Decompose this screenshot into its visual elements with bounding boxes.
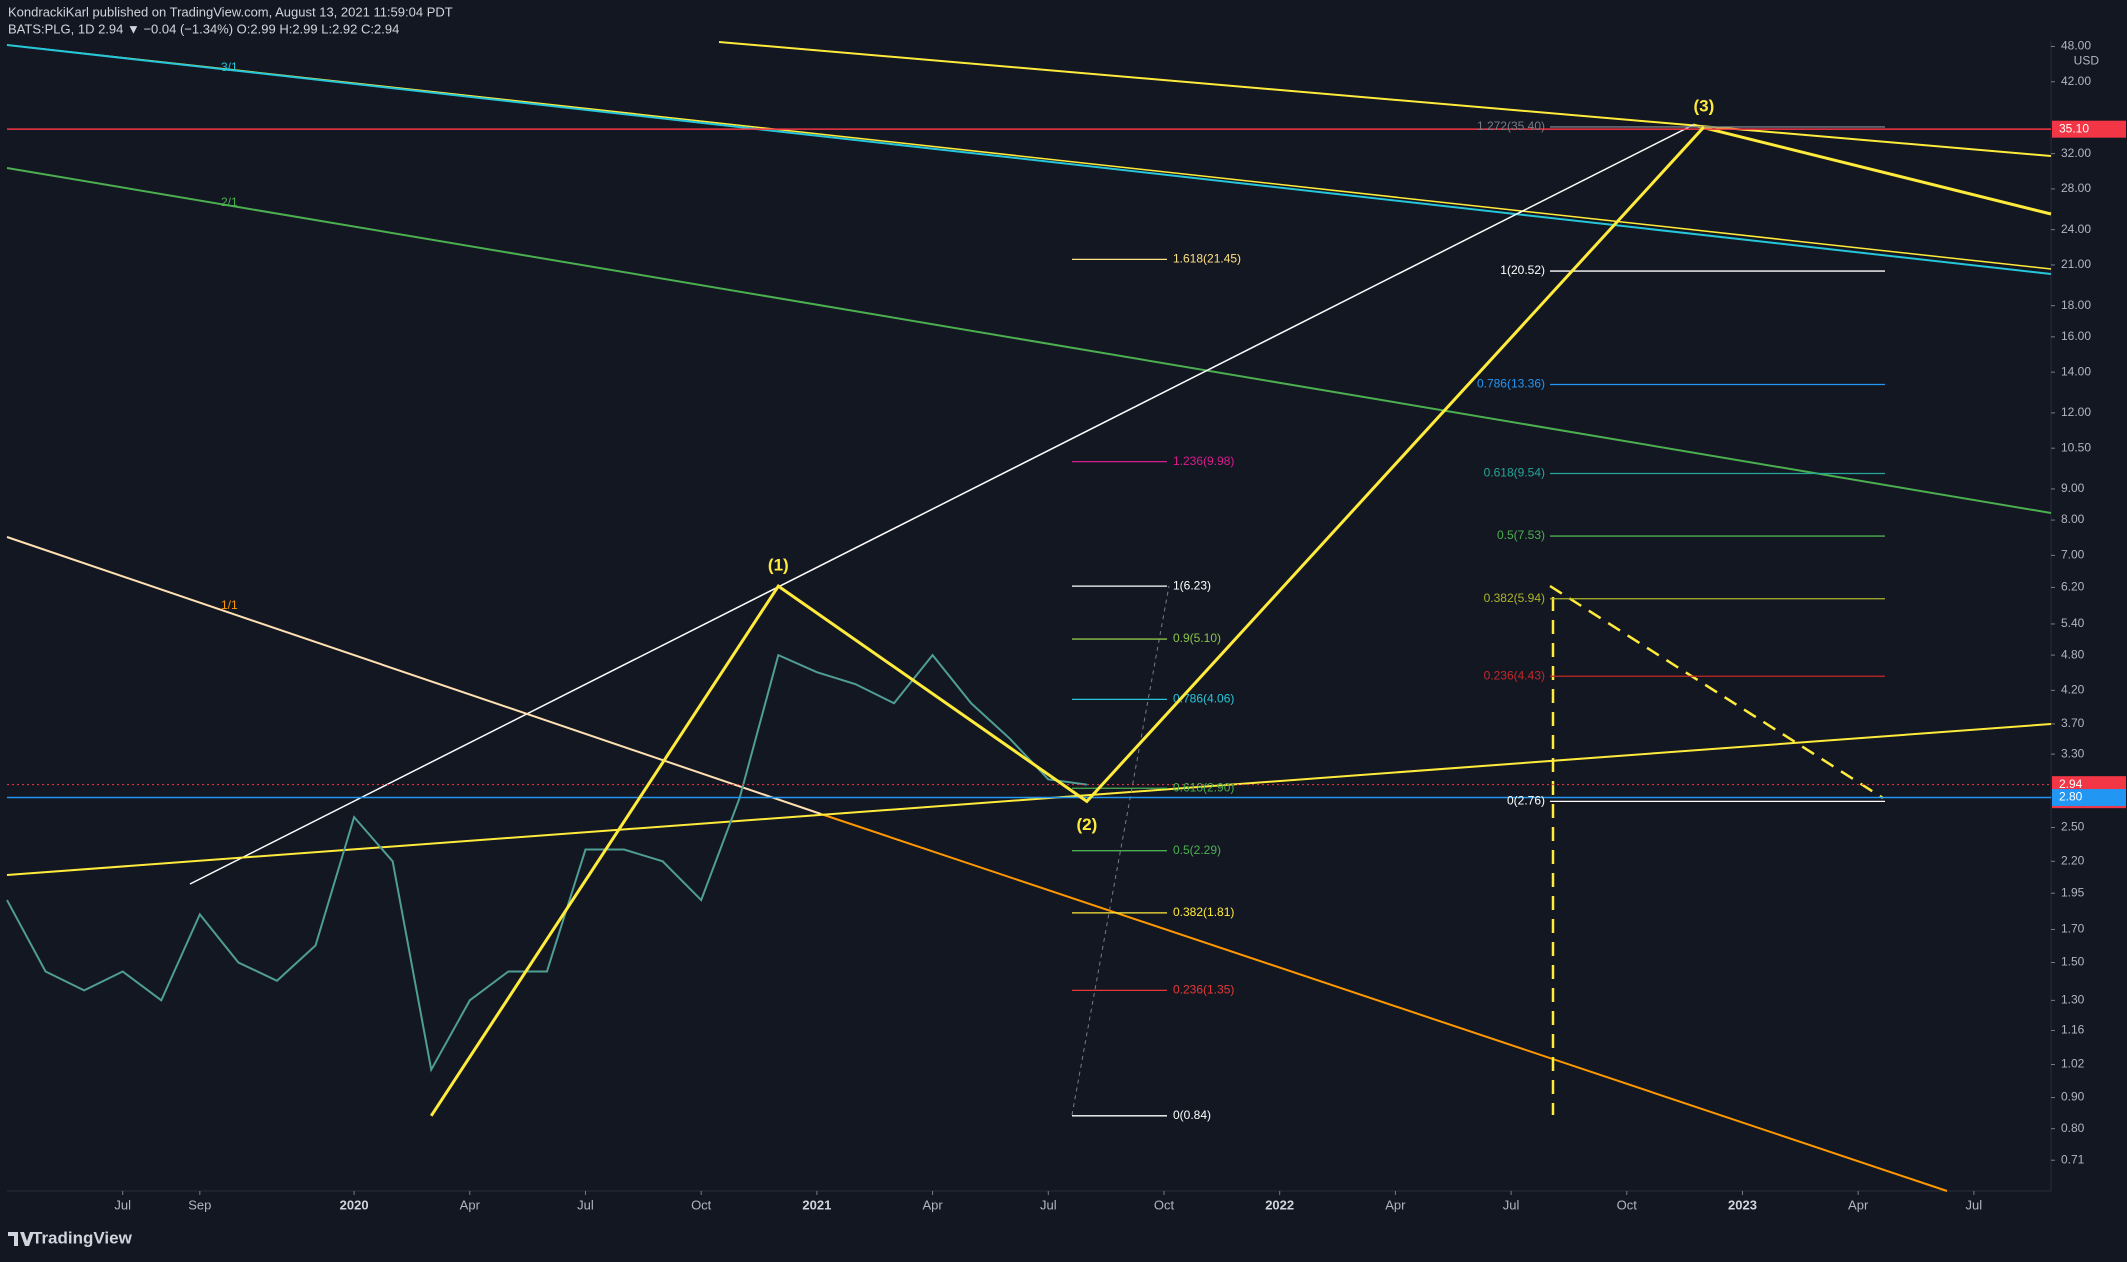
fan-line: [6, 44, 2052, 275]
price-tag-label: 2.94: [2059, 777, 2083, 791]
x-tick-label: Jul: [1040, 1197, 1057, 1212]
x-tick-label: Apr: [460, 1197, 481, 1212]
x-tick-label: Apr: [1848, 1197, 1869, 1212]
trend-line: [6, 723, 2052, 876]
fib-label: 0.5(7.53): [1497, 528, 1545, 542]
fib-label: 1.618(21.45): [1173, 252, 1241, 266]
y-tick-label: 18.00: [2061, 298, 2091, 312]
y-tick-label: 24.00: [2061, 222, 2091, 236]
x-tick-label: Jul: [577, 1197, 594, 1212]
fib-label: 0.786(4.06): [1173, 692, 1234, 706]
wave-line: [429, 125, 1706, 1117]
drawings: [6, 41, 2052, 1192]
y-tick-label: 0.80: [2061, 1121, 2085, 1135]
header-line: KondrackiKarl published on TradingView.c…: [8, 4, 453, 19]
y-tick-label: 2.50: [2061, 820, 2085, 834]
fan-line: [6, 536, 822, 815]
y-tick-label: 4.20: [2061, 683, 2085, 697]
x-tick-label: Apr: [922, 1197, 943, 1212]
x-tick-label: 2020: [340, 1197, 369, 1212]
y-tick-label: 9.00: [2061, 481, 2085, 495]
y-tick-label: 48.00: [2061, 39, 2091, 53]
x-tick-label: 2022: [1265, 1197, 1294, 1212]
dashed-line: [1549, 584, 1884, 800]
fib-label: 0.618(2.90): [1173, 780, 1234, 794]
wave-label: (2): [1076, 815, 1097, 834]
currency-label: USD: [2074, 54, 2100, 68]
fan-label: 2/1: [221, 195, 238, 209]
y-tick-label: 1.30: [2061, 993, 2085, 1007]
price-tag: [2052, 789, 2126, 807]
fib-label: 0.618(9.54): [1484, 466, 1545, 480]
y-tick-label: 1.50: [2061, 955, 2085, 969]
trend-line: [1692, 123, 2052, 216]
x-tick-label: Jul: [114, 1197, 131, 1212]
fib-label: 0(0.84): [1173, 1108, 1211, 1122]
y-tick-label: 12.00: [2061, 405, 2091, 419]
y-tick-label: 3.30: [2061, 746, 2085, 760]
branding: TradingView: [32, 1228, 133, 1247]
fib-label: 0.9(5.10): [1173, 631, 1221, 645]
wave-label: (1): [768, 556, 789, 575]
fib-label: 1.236(9.98): [1173, 454, 1234, 468]
y-tick-label: 28.00: [2061, 181, 2091, 195]
y-tick-label: 21.00: [2061, 257, 2091, 271]
price-tag-label: 2.80: [2059, 790, 2083, 804]
trend-line: [189, 124, 1694, 885]
fib-label: 1(20.52): [1500, 263, 1545, 277]
fan-label: 3/1: [221, 60, 238, 74]
price-tag-label: 35.10: [2059, 121, 2089, 135]
fan-line: [820, 813, 1948, 1192]
y-tick-label: 6.20: [2061, 580, 2085, 594]
fib-label: 0(2.76): [1507, 794, 1545, 808]
y-tick-label: 42.00: [2061, 74, 2091, 88]
fan-label: 1/1: [221, 598, 238, 612]
y-tick-label: 1.16: [2061, 1023, 2085, 1037]
x-tick-label: Apr: [1385, 1197, 1406, 1212]
x-tick-label: Jul: [1966, 1197, 1983, 1212]
y-tick-label: 32.00: [2061, 146, 2091, 160]
y-tick-label: 16.00: [2061, 329, 2091, 343]
wave-label: (3): [1694, 96, 1715, 115]
y-tick-label: 5.40: [2061, 616, 2085, 630]
fib-label: 1(6.23): [1173, 578, 1211, 592]
x-tick-label: 2021: [802, 1197, 831, 1212]
fib-label: 0.382(1.81): [1173, 905, 1234, 919]
fib-label: 0.382(5.94): [1484, 591, 1545, 605]
price-line: [6, 653, 1087, 1073]
fib-label: 0.5(2.29): [1173, 843, 1221, 857]
y-tick-label: 1.02: [2061, 1057, 2085, 1071]
header-line: BATS:PLG, 1D 2.94 ▼ −0.04 (−1.34%) O:2.9…: [8, 21, 399, 36]
y-tick-label: 10.50: [2061, 440, 2091, 454]
trend-line: [718, 41, 2052, 157]
x-tick-label: Oct: [1617, 1197, 1638, 1212]
y-tick-label: 0.71: [2061, 1152, 2085, 1166]
fan-line: [6, 167, 2052, 514]
fib-label: 1.272(35.40): [1477, 119, 1545, 133]
dotted-line: [1071, 585, 1170, 1116]
y-tick-label: 3.70: [2061, 716, 2085, 730]
fib-label: 0.236(4.43): [1484, 668, 1545, 682]
y-tick-label: 1.70: [2061, 922, 2085, 936]
x-tick-label: Sep: [188, 1197, 211, 1212]
y-tick-label: 2.20: [2061, 853, 2085, 867]
fib-label: 0.236(1.35): [1173, 983, 1234, 997]
fib-label: 0.786(13.36): [1477, 377, 1545, 391]
y-tick-label: 4.80: [2061, 647, 2085, 661]
x-tick-label: Oct: [691, 1197, 712, 1212]
y-tick-label: 8.00: [2061, 512, 2085, 526]
x-tick-label: 2023: [1728, 1197, 1757, 1212]
x-tick-label: Oct: [1154, 1197, 1175, 1212]
y-tick-label: 7.00: [2061, 548, 2085, 562]
y-tick-label: 0.90: [2061, 1090, 2085, 1104]
x-tick-label: Jul: [1503, 1197, 1520, 1212]
y-tick-label: 14.00: [2061, 364, 2091, 378]
logo: [8, 1232, 34, 1246]
y-tick-label: 1.95: [2061, 885, 2085, 899]
price-tag: [2052, 120, 2126, 138]
